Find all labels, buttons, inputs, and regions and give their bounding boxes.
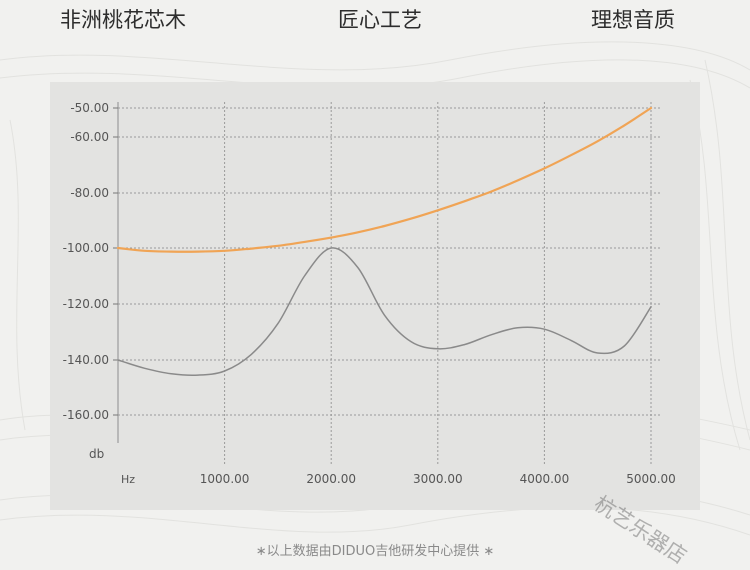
series-line-gray xyxy=(117,247,652,377)
series-line-orange xyxy=(116,106,653,253)
header-left-text: 非洲桃花芯木 xyxy=(60,8,186,32)
x-tick-label: 5000.00 xyxy=(626,472,676,486)
header-right-text: 理想音质 xyxy=(591,8,675,32)
plot-background xyxy=(50,82,700,510)
x-tick-label: 1000.00 xyxy=(200,472,250,486)
y-tick-label: -80.00 xyxy=(70,186,109,200)
x-axis-label: Hz xyxy=(121,473,135,486)
y-tick-label: -160.00 xyxy=(63,408,109,422)
series xyxy=(116,106,653,377)
header-center-text: 匠心工艺 xyxy=(338,8,422,32)
x-tick-label: 2000.00 xyxy=(306,472,356,486)
y-tick-label: -120.00 xyxy=(63,297,109,311)
x-tick-label: 4000.00 xyxy=(520,472,570,486)
y-axis-ticks: -50.00 -60.00 -80.00 -100.00 -120.00 -140.00 -… xyxy=(63,101,109,422)
header: 非洲桃花芯木 匠心工艺 理想音质 xyxy=(0,4,750,36)
y-tick-label: -100.00 xyxy=(63,241,109,255)
footer-note: ∗以上数据由DIDUO吉他研发中心提供 ∗ xyxy=(255,544,495,559)
y-axis-label: db xyxy=(89,447,104,461)
x-tick-label: 3000.00 xyxy=(413,472,463,486)
x-axis-ticks: 1000.00 2000.00 3000.00 4000.00 5000.00 xyxy=(200,472,676,486)
y-tick-label: -140.00 xyxy=(63,353,109,367)
y-tick-label: -60.00 xyxy=(70,130,109,144)
y-tick-label: -50.00 xyxy=(70,101,109,115)
